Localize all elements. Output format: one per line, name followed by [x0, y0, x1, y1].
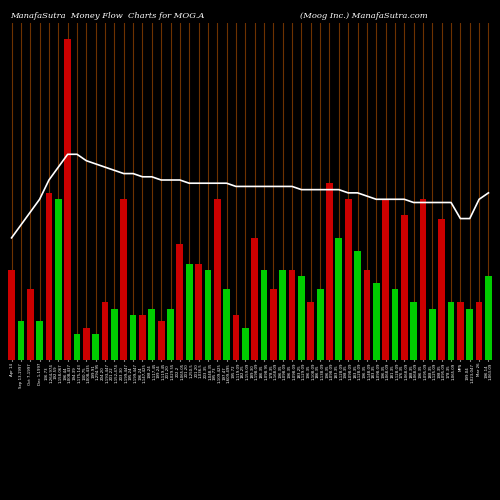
Bar	[111, 308, 118, 360]
Bar	[457, 302, 464, 360]
Bar	[288, 270, 296, 360]
Bar	[148, 308, 155, 360]
Bar	[336, 238, 342, 360]
Bar	[429, 308, 436, 360]
Bar	[438, 218, 445, 360]
Bar	[242, 328, 248, 360]
Bar	[476, 302, 482, 360]
Bar	[252, 238, 258, 360]
Bar	[92, 334, 99, 360]
Bar	[204, 270, 212, 360]
Bar	[102, 302, 108, 360]
Bar	[46, 193, 52, 360]
Bar	[18, 322, 24, 360]
Bar	[232, 315, 239, 360]
Bar	[392, 290, 398, 360]
Bar	[298, 276, 305, 360]
Text: (Moog Inc.) ManafaSutra.com: (Moog Inc.) ManafaSutra.com	[300, 12, 428, 20]
Bar	[326, 183, 333, 360]
Bar	[420, 200, 426, 360]
Bar	[83, 328, 89, 360]
Bar	[280, 270, 286, 360]
Bar	[8, 270, 15, 360]
Bar	[139, 315, 146, 360]
Bar	[120, 200, 127, 360]
Bar	[317, 290, 324, 360]
Bar	[448, 302, 454, 360]
Bar	[130, 315, 136, 360]
Bar	[410, 302, 417, 360]
Bar	[224, 290, 230, 360]
Bar	[308, 302, 314, 360]
Bar	[186, 264, 192, 360]
Bar	[74, 334, 80, 360]
Bar	[401, 216, 407, 360]
Bar	[176, 244, 183, 360]
Bar	[158, 322, 164, 360]
Bar	[55, 200, 62, 360]
Bar	[167, 308, 174, 360]
Bar	[354, 250, 361, 360]
Bar	[382, 200, 389, 360]
Bar	[195, 264, 202, 360]
Bar	[270, 290, 276, 360]
Bar	[214, 200, 220, 360]
Bar	[64, 38, 71, 360]
Bar	[36, 322, 43, 360]
Bar	[364, 270, 370, 360]
Bar	[345, 200, 352, 360]
Bar	[485, 276, 492, 360]
Bar	[466, 308, 473, 360]
Bar	[373, 283, 380, 360]
Bar	[260, 270, 268, 360]
Bar	[27, 290, 34, 360]
Text: ManafaSutra  Money Flow  Charts for MOG.A: ManafaSutra Money Flow Charts for MOG.A	[10, 12, 204, 20]
